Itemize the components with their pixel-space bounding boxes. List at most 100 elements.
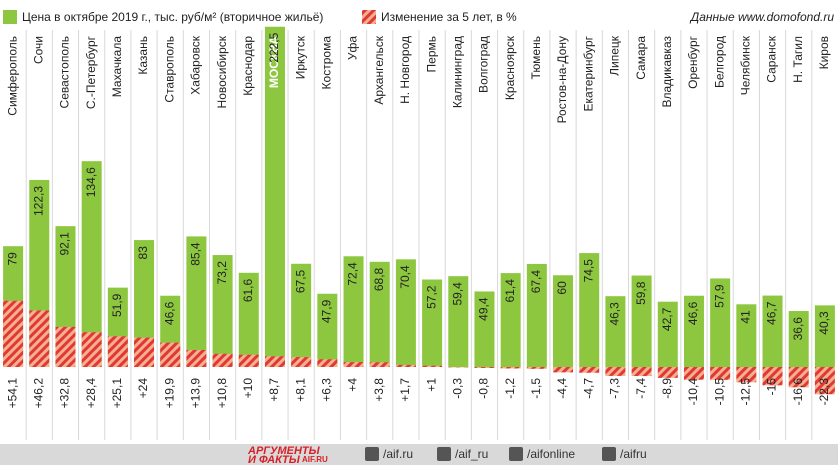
change-label: +54,1 [5,378,19,409]
change-bar [317,359,338,367]
price-bar [134,240,155,367]
category-label: С.-Петербург [84,35,98,109]
change-bar [107,336,128,367]
brand: И ФАКТЫ [248,454,301,465]
change-bar [474,367,495,368]
price-bar [474,291,495,367]
price-label: 41 [739,310,753,324]
price-bar [683,295,704,367]
category-label: Новосибирск [215,35,229,108]
category-label: Владикавказ [660,36,674,108]
price-bar [736,304,757,367]
change-bar [29,310,50,367]
price-bar [186,236,207,367]
price-label: 57,9 [712,284,726,308]
change-bar [212,353,233,367]
change-label: -7,3 [608,378,622,399]
legend-label: Цена в октябре 2019 г., тыс. руб/м² (вто… [22,10,323,24]
category-label: Белгород [712,36,726,88]
category-label: Сочи [31,36,45,64]
price-bar [317,293,338,367]
price-label: 122,3 [31,186,45,216]
change-bar [579,367,600,373]
price-bar [553,275,574,367]
price-bar [500,273,521,367]
change-label: +46,2 [31,378,45,409]
plot: Симферополь 79 +54,1 Сочи 122,3 +46,2 Севастоп… [3,26,835,440]
change-bar [369,362,390,367]
change-label: -10,4 [686,378,700,406]
change-bar [683,367,704,380]
change-label: -22,3 [817,378,831,406]
category-label: Саранск [765,35,779,82]
change-label: +6,3 [320,378,334,402]
category-label: Симферополь [5,36,19,116]
change-bar [631,367,652,377]
price-label: 70,4 [398,265,412,289]
price-label: 83 [136,246,150,260]
change-label: -1,2 [503,378,517,399]
change-bar [3,300,24,367]
social-icon [602,447,616,461]
change-bar [55,326,76,367]
category-label: Н. Новгород [398,36,412,104]
change-bar [264,356,285,367]
change-label: +25,1 [110,378,124,409]
change-bar [343,362,364,367]
change-label: +1 [424,378,438,392]
price-label: 36,6 [791,317,805,341]
legend-swatch [362,10,376,24]
price-bar [605,296,626,367]
change-label: +8,1 [293,378,307,402]
price-bar [631,275,652,367]
category-label: Краснодар [241,36,255,96]
change-label: -7,4 [634,378,648,399]
category-label: Челябинск [739,35,753,95]
change-label: -1,5 [529,378,543,399]
price-label: 67,4 [529,270,543,294]
category-label: Кострома [320,36,334,90]
price-label: 61,6 [241,278,255,302]
social-link: /aif.ru [383,447,413,461]
category-label: Ростов-на-Дону [555,36,569,123]
change-bar [710,367,731,380]
change-label: +10,8 [215,378,229,409]
price-bar [526,263,547,367]
price-label: 49,4 [477,297,491,321]
change-label: -15 [765,378,779,396]
social-icon [437,447,451,461]
change-label: +19,9 [162,378,176,409]
category-label: Архангельск [372,35,386,104]
price-label: 57,2 [424,285,438,309]
category-label: Н. Тагил [791,36,805,83]
change-bar [762,367,783,386]
legend-label: Изменение за 5 лет, в % [381,10,517,24]
change-bar [553,367,574,373]
price-label: 79 [5,252,19,266]
price-bar [762,295,783,367]
price-bar [291,263,312,367]
price-label: 222,5 [267,32,281,62]
change-bar [395,364,416,367]
category-label: Хабаровск [189,35,203,95]
price-label: 46,3 [608,302,622,326]
category-label: МОСКВА [267,36,281,88]
category-label: Севастополь [58,36,72,108]
social-icon [509,447,523,461]
source: Данные www.domofond.ru [689,10,835,24]
price-bar [212,255,233,367]
price-label: 85,4 [189,242,203,266]
price-label: 73,2 [215,261,229,285]
category-label: Киров [817,36,831,69]
price-bar [81,161,102,367]
change-label: -0,8 [477,378,491,399]
price-label: 46,6 [162,301,176,325]
social-icon [365,447,379,461]
price-label: 72,4 [346,262,360,286]
change-bar [186,349,207,367]
price-bar [395,259,416,367]
price-label: 51,9 [110,293,124,317]
change-bar [736,367,757,383]
price-label: 61,4 [503,279,517,303]
